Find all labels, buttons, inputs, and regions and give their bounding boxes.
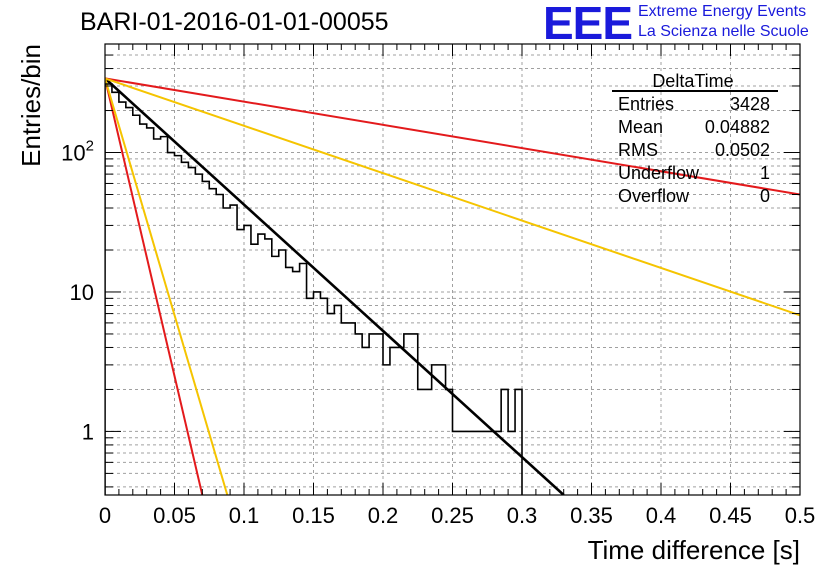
- tick-labels: 0 0.05 0.1 0.15 0.2 0.25 0.3 0.35 0.4 0.45 0.51101…: [61, 138, 815, 528]
- logo-mark: EEE: [543, 0, 633, 49]
- x-axis-label: Time difference [s]: [588, 535, 800, 565]
- grid: [105, 44, 800, 495]
- stats-row-value: 0.04882: [705, 117, 770, 137]
- x-tick-label: 0.5: [785, 503, 816, 528]
- stats-row-value: 1: [760, 163, 770, 183]
- y-tick-label: 102: [61, 138, 94, 166]
- stats-row-label: Overflow: [618, 186, 690, 206]
- stats-row-label: RMS: [618, 140, 658, 160]
- histogram: [105, 83, 523, 495]
- stats-box: DeltaTime Entries 3428 Mean 0.04882 RMS …: [612, 71, 778, 206]
- y-tick-label: 10: [70, 280, 94, 305]
- logo-tagline-1: Extreme Energy Events: [638, 3, 807, 20]
- x-tick-label: 0.05: [153, 503, 196, 528]
- fit-curves: [105, 77, 800, 495]
- stats-row-label: Entries: [618, 94, 674, 114]
- fit-line: [105, 77, 800, 196]
- fit-line: [105, 77, 800, 317]
- histogram-outline: [105, 83, 523, 495]
- logo-tagline-2: La Scienza nelle Scuole: [638, 23, 809, 40]
- x-tick-label: 0.35: [570, 503, 613, 528]
- axis-ticks: [104, 44, 801, 495]
- chart-title: BARI-01-2016-01-01-00055: [80, 8, 389, 36]
- stats-row-value: 0: [760, 186, 770, 206]
- fit-line: [105, 77, 565, 495]
- fit-line: [105, 78, 204, 495]
- stats-row-label: Underflow: [618, 163, 700, 183]
- x-tick-label: 0.1: [229, 503, 260, 528]
- stats-row-label: Mean: [618, 117, 663, 137]
- y-axis-label: Entries/bin: [16, 44, 46, 167]
- x-tick-label: 0.4: [646, 503, 677, 528]
- x-tick-label: 0: [99, 503, 111, 528]
- stats-title: DeltaTime: [652, 71, 733, 91]
- x-tick-label: 0.15: [292, 503, 335, 528]
- y-tick-label: 1: [82, 419, 94, 444]
- x-tick-label: 0.3: [507, 503, 538, 528]
- x-tick-label: 0.2: [368, 503, 399, 528]
- stats-row-value: 0.0502: [715, 140, 770, 160]
- fit-line: [105, 78, 229, 495]
- x-tick-label: 0.45: [709, 503, 752, 528]
- x-tick-label: 0.25: [431, 503, 474, 528]
- stats-row-value: 3428: [730, 94, 770, 114]
